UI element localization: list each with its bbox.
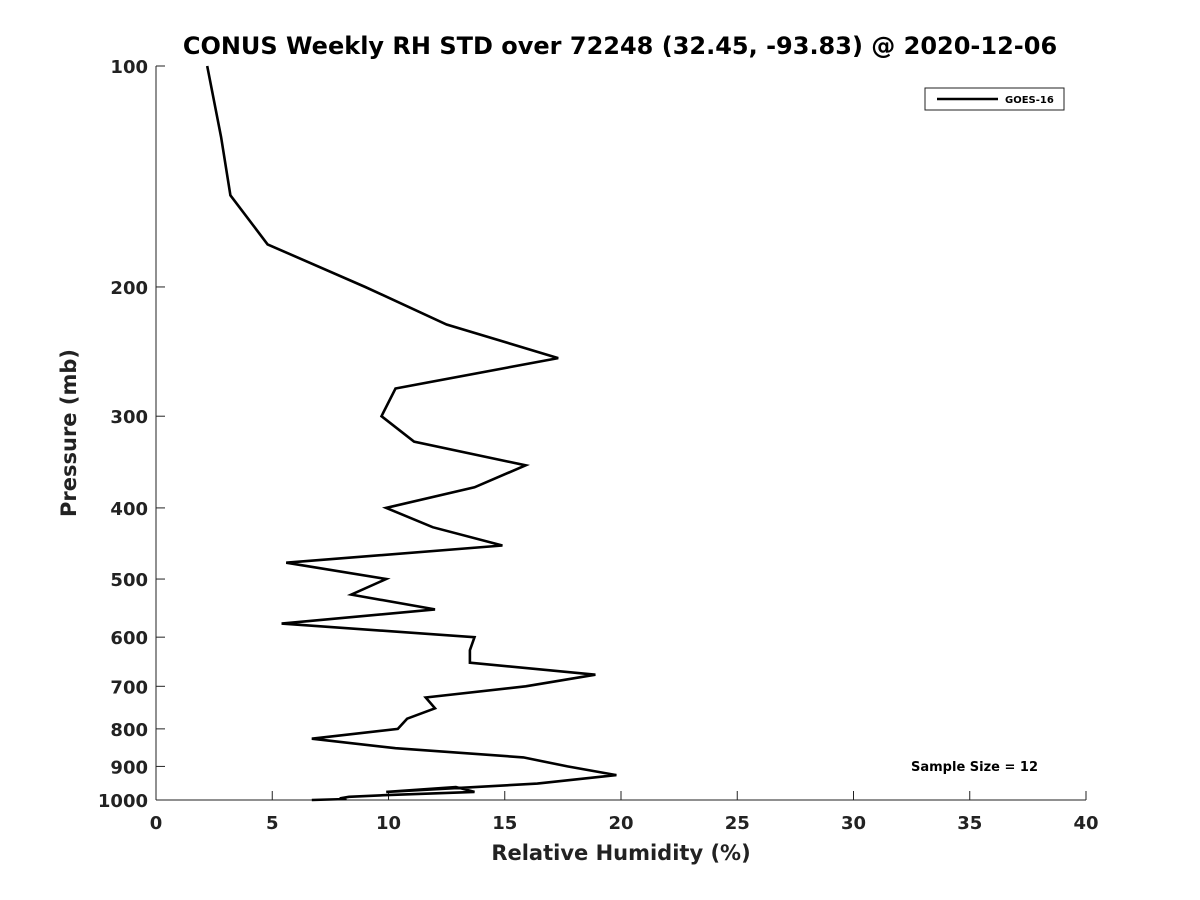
y-tick-label: 100 <box>110 57 148 78</box>
x-ticks: 0 5 10 15 20 25 30 35 40 <box>150 791 1099 834</box>
y-tick-label: 500 <box>110 570 148 591</box>
y-tick-label: 800 <box>110 720 148 741</box>
legend: GOES-16 <box>924 87 1065 111</box>
series-line-goes-16 <box>205 65 617 802</box>
chart-title: CONUS Weekly RH STD over 72248 (32.45, -… <box>183 32 1057 60</box>
sample-size-annotation: Sample Size = 12 <box>911 760 1038 775</box>
x-tick-label: 10 <box>376 813 401 834</box>
y-tick-label: 300 <box>110 407 148 428</box>
x-tick-label: 0 <box>150 813 163 834</box>
y-tick-label: 600 <box>110 628 148 649</box>
x-tick-label: 5 <box>266 813 279 834</box>
x-tick-label: 35 <box>957 813 982 834</box>
y-tick-label: 700 <box>110 677 148 698</box>
plot-area: 0 5 10 15 20 25 30 35 40 100 200 300 400 500 600 700 80… <box>98 57 1099 834</box>
x-tick-label: 40 <box>1073 813 1098 834</box>
y-axis-label: Pressure (mb) <box>57 349 81 517</box>
y-tick-label: 200 <box>110 278 148 299</box>
y-tick-label: 400 <box>110 499 148 520</box>
x-tick-label: 20 <box>608 813 633 834</box>
y-tick-label: 900 <box>110 757 148 778</box>
x-tick-label: 15 <box>492 813 517 834</box>
legend-label-goes-16: GOES-16 <box>1005 95 1054 106</box>
x-tick-label: 25 <box>725 813 750 834</box>
y-tick-label: 1000 <box>98 791 148 812</box>
x-tick-label: 30 <box>841 813 866 834</box>
y-ticks: 100 200 300 400 500 600 700 800 900 1000 <box>98 57 165 812</box>
x-axis-label: Relative Humidity (%) <box>491 841 750 865</box>
